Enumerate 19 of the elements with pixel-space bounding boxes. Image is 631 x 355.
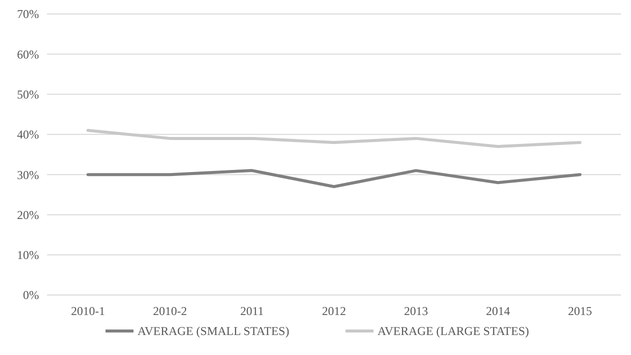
y-tick-label: 0% bbox=[23, 288, 39, 302]
y-tick-label: 30% bbox=[17, 168, 39, 182]
y-tick-label: 50% bbox=[17, 87, 39, 102]
x-tick-label: 2010-1 bbox=[71, 304, 105, 318]
legend-label: AVERAGE (SMALL STATES) bbox=[138, 324, 290, 338]
x-tick-label: 2013 bbox=[404, 304, 428, 318]
y-tick-label: 10% bbox=[17, 248, 39, 262]
y-tick-label: 20% bbox=[17, 208, 39, 222]
line-series bbox=[86, 128, 582, 148]
x-tick-label: 2015 bbox=[568, 304, 592, 318]
x-tick-label: 2014 bbox=[486, 304, 510, 318]
line-series bbox=[86, 169, 582, 188]
legend-label: AVERAGE (LARGE STATES) bbox=[378, 324, 529, 338]
y-tick-label: 40% bbox=[17, 128, 39, 142]
y-tick-label: 70% bbox=[17, 7, 39, 22]
x-tick-label: 2011 bbox=[240, 304, 264, 318]
y-tick-label: 60% bbox=[17, 47, 39, 62]
x-tick-label: 2010-2 bbox=[153, 304, 187, 318]
x-tick-label: 2012 bbox=[322, 304, 346, 318]
